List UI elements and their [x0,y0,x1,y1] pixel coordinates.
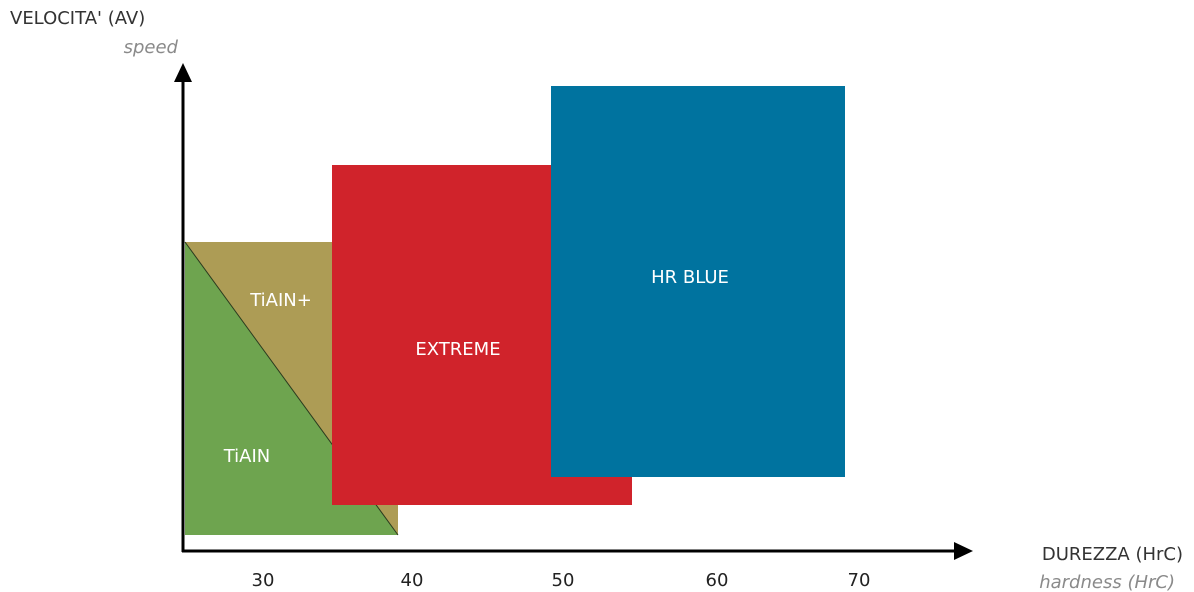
region-label-hr-blue: HR BLUE [651,267,729,288]
x-tick-label: 40 [401,570,424,591]
x-tick-label: 30 [252,570,275,591]
x-axis-arrow-icon [954,542,973,560]
region-label-extreme: EXTREME [415,339,500,360]
y-axis-label: VELOCITA' (AV) [10,8,145,29]
x-tick-label: 60 [706,570,729,591]
x-tick-label: 50 [552,570,575,591]
y-axis-sublabel: speed [124,37,179,58]
x-axis-label: DUREZZA (HrC) [1042,544,1183,565]
region-label-tiain: TiAIN [223,446,271,467]
region-label-tiain-plus: TiAIN+ [249,290,312,311]
region-hr-blue [551,86,845,477]
y-axis-arrow-icon [174,63,192,82]
x-axis-sublabel: hardness (HrC) [1039,572,1175,592]
x-tick-label: 70 [848,570,871,591]
